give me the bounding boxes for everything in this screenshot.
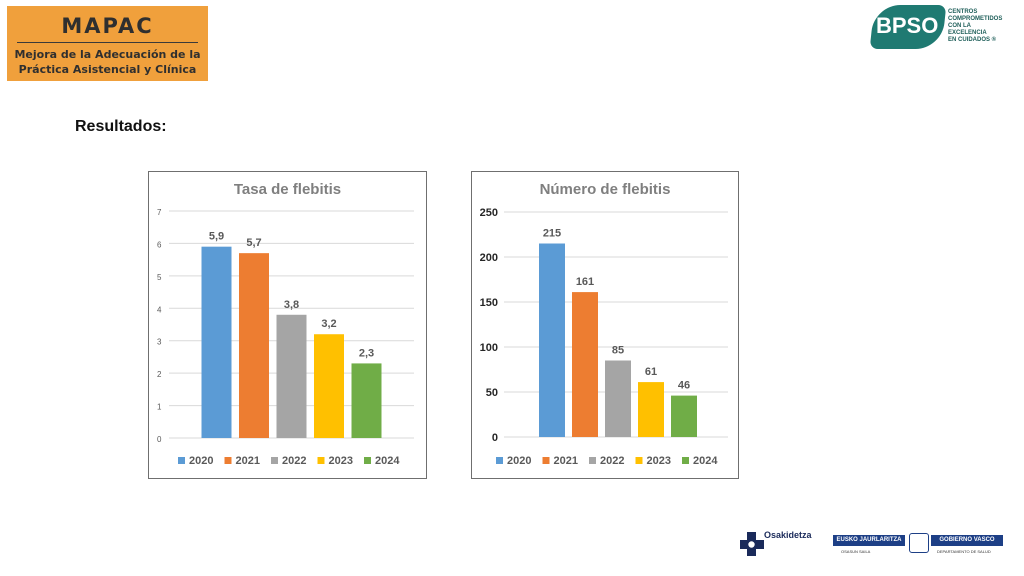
mapac-subtitle-line2: Práctica Asistencial y Clínica: [18, 63, 197, 76]
chart-title: Tasa de flebitis: [234, 181, 341, 198]
bpso-logo: BPSO CENTROS COMPROMETIDOS CON LA EXCELE…: [869, 5, 1012, 53]
legend-label-2023: 2023: [647, 455, 671, 467]
y-tick-label: 4: [157, 305, 162, 314]
mapac-title: MAPAC: [61, 14, 154, 38]
mapac-divider: [17, 42, 198, 43]
gobierno-vasco-logo: EUSKO JAURLARITZA GOBIERNO VASCO OSASUN …: [833, 533, 1007, 559]
legend-label-2020: 2020: [507, 455, 531, 467]
legend-swatch-2020: [496, 457, 503, 464]
osakidetza-wordmark: Osakidetza: [764, 530, 812, 540]
legend-swatch-2022: [589, 457, 596, 464]
legend-label-2022: 2022: [282, 455, 306, 467]
bpso-tagline-line: EXCELENCIA: [948, 30, 987, 36]
legend-label-2024: 2024: [375, 455, 400, 467]
bar-2023: [314, 334, 344, 438]
bar-2024: [351, 363, 382, 438]
bpso-tagline-line: CON LA: [948, 23, 971, 29]
bar-2020: [201, 246, 232, 438]
chart-tasa-flebitis: Tasa de flebitis 0 1 2 3 4 5 6 7 5,9 5,7 3,8 3,2 2,3 2…: [148, 171, 427, 479]
osakidetza-cross-icon: [740, 532, 764, 556]
data-label: 85: [612, 345, 624, 357]
osakidetza-logo: Osakidetza: [738, 530, 828, 564]
y-tick-label: 1: [157, 403, 162, 412]
gv-shield-icon: [909, 533, 929, 553]
chart-numero-flebitis: Número de flebitis 0 50 100 150 200 250 215 161 8…: [471, 171, 739, 479]
bpso-wordmark: BPSO: [876, 13, 939, 38]
gv-basque-sub: OSASUN SAILA: [841, 549, 871, 554]
y-tick-label: 5: [157, 273, 162, 282]
mapac-subtitle: Mejora de la Adecuación de la Práctica A…: [7, 47, 208, 77]
y-tick-label: 250: [480, 207, 498, 219]
legend-label-2021: 2021: [554, 455, 578, 467]
section-heading: Resultados:: [75, 118, 167, 135]
bpso-tagline-line: EN CUIDADOS ®: [948, 37, 997, 43]
data-label: 5,7: [246, 237, 261, 249]
legend-swatch-2024: [682, 457, 689, 464]
legend-label-2024: 2024: [693, 455, 718, 467]
legend-swatch-2023: [317, 457, 325, 464]
gv-basque-label: EUSKO JAURLARITZA: [833, 535, 905, 546]
chart-tasa-flebitis-svg: Tasa de flebitis 0 1 2 3 4 5 6 7 5,9 5,7 3,8 3,2 2,3 2…: [157, 181, 414, 467]
gv-spanish-sub: DEPARTAMENTO DE SALUD: [937, 549, 991, 554]
legend-swatch-2021: [542, 457, 550, 464]
bpso-tagline-line: CENTROS: [948, 9, 978, 15]
bar-2021: [572, 292, 598, 437]
y-tick-label: 0: [492, 432, 498, 444]
legend-label-2022: 2022: [600, 455, 624, 467]
data-label: 2,3: [359, 347, 374, 359]
y-tick-label: 100: [480, 342, 498, 354]
y-tick-label: 50: [486, 387, 498, 399]
bar-2021: [239, 253, 269, 438]
legend-swatch-2022: [271, 457, 278, 464]
bpso-tagline-line: COMPROMETIDOS: [948, 16, 1003, 22]
data-label: 215: [543, 228, 561, 240]
gv-spanish-label: GOBIERNO VASCO: [931, 535, 1003, 546]
data-label: 3,8: [284, 299, 299, 311]
y-tick-label: 3: [157, 338, 162, 347]
bar-2022: [605, 360, 631, 437]
legend-swatch-2021: [224, 457, 232, 464]
data-label: 5,9: [209, 231, 224, 243]
legend-label-2021: 2021: [236, 455, 260, 467]
bar-2023: [638, 382, 664, 437]
y-tick-label: 6: [157, 240, 162, 249]
y-tick-label: 0: [157, 435, 162, 444]
y-tick-label: 2: [157, 370, 162, 379]
legend-swatch-2020: [178, 457, 185, 464]
legend-swatch-2023: [635, 457, 643, 464]
legend-swatch-2024: [364, 457, 371, 464]
mapac-subtitle-line1: Mejora de la Adecuación de la: [14, 48, 201, 61]
legend-label-2023: 2023: [329, 455, 353, 467]
y-tick-label: 150: [480, 297, 498, 309]
data-label: 46: [678, 380, 690, 392]
y-tick-label: 200: [480, 252, 498, 264]
bpso-tagline: CENTROS COMPROMETIDOS CON LA EXCELENCIA …: [948, 9, 1012, 44]
data-label: 3,2: [321, 318, 336, 330]
bar-2020: [539, 243, 565, 437]
data-label: 61: [645, 366, 657, 378]
legend-label-2020: 2020: [189, 455, 213, 467]
chart-title: Número de flebitis: [540, 181, 671, 198]
chart-numero-flebitis-svg: Número de flebitis 0 50 100 150 200 250 215 161 8…: [480, 181, 728, 467]
bar-2024: [671, 395, 697, 437]
y-tick-label: 7: [157, 208, 162, 217]
bar-2022: [276, 314, 307, 438]
data-label: 161: [576, 276, 594, 288]
mapac-logo: MAPAC Mejora de la Adecuación de la Prác…: [7, 6, 208, 81]
